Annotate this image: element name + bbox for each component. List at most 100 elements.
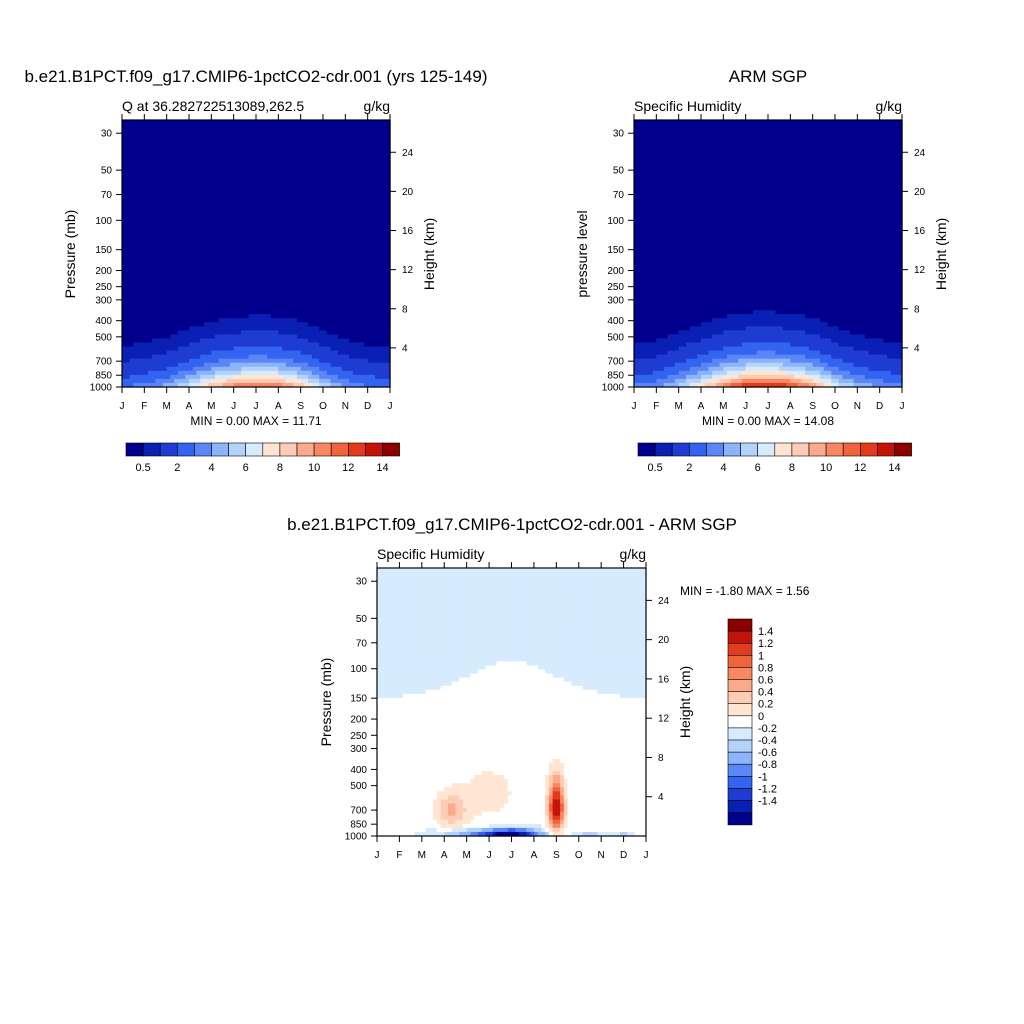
field-cell	[211, 204, 216, 210]
field-cell	[319, 192, 324, 198]
field-cell	[386, 293, 391, 299]
field-cell	[196, 241, 201, 247]
field-cell	[229, 257, 235, 263]
field-cell	[367, 334, 372, 340]
field-cell	[185, 273, 190, 279]
field-cell	[330, 204, 335, 210]
field-cell	[140, 148, 145, 153]
field-cell	[352, 241, 358, 247]
field-cell	[162, 346, 168, 352]
field-cell	[371, 330, 376, 336]
field-cell	[278, 310, 283, 315]
field-cell	[196, 273, 201, 279]
field-cell	[857, 120, 862, 125]
field-cell	[278, 306, 283, 311]
field-cell	[352, 184, 358, 190]
field-cell	[136, 217, 142, 222]
field-cell	[367, 233, 372, 238]
field-cell	[207, 217, 212, 222]
field-cell	[356, 176, 361, 182]
field-cell	[382, 285, 387, 291]
field-cell	[311, 172, 317, 178]
field-cell	[133, 241, 138, 247]
field-cell	[278, 209, 283, 214]
field-cell	[285, 306, 291, 311]
field-cell	[378, 124, 384, 129]
field-cell	[189, 265, 194, 271]
field-cell	[181, 188, 186, 194]
field-cell	[129, 265, 134, 271]
field-cell	[155, 241, 160, 247]
field-cell	[140, 334, 145, 340]
field-cell	[148, 346, 153, 352]
field-cell	[244, 148, 250, 153]
field-cell	[181, 152, 186, 158]
field-cell	[352, 261, 358, 267]
field-cell	[136, 144, 142, 149]
field-cell	[285, 124, 291, 129]
field-cell	[835, 124, 840, 129]
field-cell	[174, 120, 179, 125]
field-cell	[159, 285, 164, 291]
field-cell	[367, 354, 372, 360]
field-cell	[226, 350, 231, 356]
field-cell	[203, 350, 209, 356]
field-cell	[319, 257, 324, 263]
field-cell	[278, 152, 283, 158]
field-cell	[229, 200, 235, 206]
field-cell	[185, 342, 190, 348]
field-cell	[252, 168, 257, 174]
field-cell	[274, 277, 279, 283]
field-cell	[148, 140, 153, 145]
field-cell	[140, 366, 145, 372]
field-cell	[148, 188, 153, 194]
field-cell	[326, 156, 332, 162]
field-cell	[252, 140, 257, 145]
field-cell	[300, 265, 305, 271]
field-cell	[323, 382, 328, 388]
field-cell	[375, 378, 380, 384]
field-cell	[371, 144, 376, 149]
field-cell	[125, 245, 131, 251]
field-cell	[125, 269, 131, 275]
field-cell	[285, 217, 291, 222]
field-cell	[671, 124, 676, 129]
field-cell	[136, 289, 142, 295]
field-cell	[330, 221, 335, 226]
field-cell	[293, 318, 298, 323]
field-cell	[270, 277, 276, 283]
field-cell	[226, 156, 231, 162]
field-cell	[337, 124, 343, 129]
field-cell	[185, 314, 190, 319]
field-cell	[371, 124, 376, 129]
field-cell	[252, 200, 257, 206]
field-cell	[337, 310, 343, 315]
field-cell	[352, 269, 358, 275]
field-cell	[296, 382, 302, 388]
field-cell	[315, 136, 320, 141]
field-cell	[200, 330, 205, 336]
field-cell	[148, 136, 153, 141]
field-cell	[386, 306, 391, 311]
field-cell	[274, 261, 279, 267]
field-cell	[159, 378, 164, 384]
field-cell	[237, 342, 242, 348]
field-cell	[237, 326, 242, 331]
field-cell	[382, 168, 387, 174]
field-cell	[360, 196, 365, 202]
field-cell	[125, 281, 131, 287]
field-cell	[304, 322, 309, 327]
field-cell	[226, 184, 231, 190]
field-cell	[308, 289, 313, 295]
field-cell	[181, 160, 186, 166]
field-cell	[133, 358, 138, 364]
field-cell	[162, 378, 168, 384]
field-cell	[378, 237, 384, 242]
field-cell	[122, 302, 127, 307]
field-cell	[237, 289, 242, 295]
field-cell	[207, 132, 212, 137]
field-cell	[229, 160, 235, 166]
field-cell	[226, 209, 231, 214]
field-cell	[315, 322, 320, 327]
field-cell	[122, 322, 127, 327]
